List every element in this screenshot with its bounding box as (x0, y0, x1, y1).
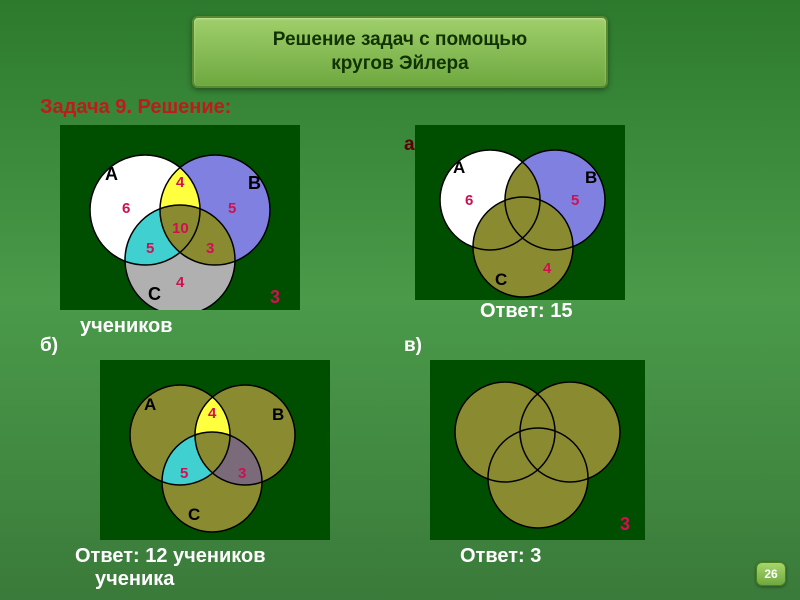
caption-a: Ответ: 15 (480, 300, 573, 323)
v1-center: 10 (172, 220, 189, 237)
v1-BC: 3 (206, 240, 214, 257)
page-number-badge: 26 (756, 562, 786, 586)
marker-b: б) (40, 335, 58, 357)
svg-text:B: B (585, 168, 597, 187)
v3-AC: 5 (180, 465, 188, 482)
svg-text:B: B (272, 405, 284, 424)
svg-text:A: A (144, 395, 156, 414)
svg-text:C: C (188, 505, 200, 524)
venn-panel-4: 3 (430, 360, 645, 540)
svg-text:C: C (495, 270, 507, 289)
subtitle: Задача 9. Решение: (40, 96, 231, 119)
v3-BC: 3 (238, 465, 246, 482)
svg-text:A: A (453, 158, 465, 177)
v1-AB: 4 (176, 174, 185, 191)
svg-text:B: B (248, 173, 261, 193)
v1-AC: 5 (146, 240, 154, 257)
v3-AB: 4 (208, 405, 217, 422)
title-line1: Решение задач с помощью (273, 29, 527, 50)
caption-b: Ответ: 12 учеников (75, 545, 266, 568)
page-title: Решение задач с помощью кругов Эйлера (192, 16, 608, 88)
page-number: 26 (764, 567, 777, 581)
v1-Aonly: 6 (122, 200, 130, 217)
v2-Aonly: 6 (465, 192, 473, 209)
caption-v-trail: ученика (95, 568, 174, 591)
v2-Conly: 4 (543, 260, 552, 277)
venn-panel-3: A B C 4 5 3 (100, 360, 330, 540)
title-line2: кругов Эйлера (331, 53, 468, 74)
caption-v: Ответ: 3 (460, 545, 541, 568)
venn-panel-1: A B C 6 4 5 10 5 3 4 3 (60, 125, 300, 310)
marker-v: в) (404, 335, 422, 357)
caption-a-trail: учеников (80, 315, 173, 338)
svg-text:C: C (148, 284, 161, 304)
v4-outside: 3 (620, 514, 630, 534)
svg-text:A: A (105, 164, 118, 184)
v1-outside: 3 (270, 287, 280, 307)
venn-panel-2: A B C 6 5 4 (415, 125, 625, 300)
v1-Bonly: 5 (228, 200, 236, 217)
v1-Conly: 4 (176, 274, 185, 291)
v2-Bonly: 5 (571, 192, 579, 209)
